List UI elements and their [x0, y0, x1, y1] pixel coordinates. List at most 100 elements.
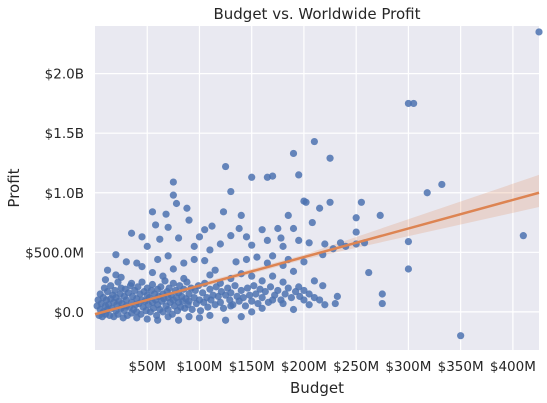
scatter-point: [148, 280, 157, 289]
scatter-point: [185, 290, 193, 298]
scatter-point: [281, 290, 289, 298]
scatter-point: [231, 282, 239, 290]
scatter-point: [269, 272, 277, 280]
scatter-point: [157, 283, 165, 291]
scatter-point: [310, 277, 318, 285]
scatter-point: [258, 293, 266, 302]
scatter-point: [261, 288, 269, 296]
y-axis-title: Profit: [5, 168, 23, 207]
scatter-point: [164, 305, 172, 314]
scatter-point: [216, 298, 224, 306]
scatter-point: [127, 229, 136, 237]
scatter-point: [357, 198, 365, 206]
scatter-point: [519, 232, 527, 240]
scatter-point: [103, 266, 112, 274]
scatter-point: [237, 286, 245, 295]
scatter-point: [221, 162, 230, 171]
scatter-point: [185, 216, 193, 224]
scatter-point: [180, 259, 188, 267]
scatter-point: [352, 228, 360, 236]
x-tick-label: $150M: [229, 359, 275, 375]
scatter-point: [316, 296, 324, 304]
y-tick-labels: $0.0 $500.0M $1.0B $1.5B $2.0B: [25, 67, 84, 321]
scatter-point: [263, 259, 271, 267]
scatter-point: [164, 313, 172, 321]
scatter-point: [404, 99, 413, 108]
scatter-point: [284, 284, 292, 292]
scatter-point: [169, 191, 177, 199]
scatter-point: [206, 246, 214, 254]
scatter-point: [300, 197, 308, 205]
scatter-point: [227, 232, 235, 240]
scatter-point: [201, 257, 209, 265]
scatter-point: [248, 173, 256, 181]
scatter-point: [326, 198, 334, 206]
scatter-point: [237, 313, 245, 321]
scatter-point: [321, 240, 329, 248]
scatter-point: [410, 99, 418, 108]
y-tick-label: $1.0B: [45, 186, 84, 202]
scatter-point: [154, 316, 162, 324]
scatter-point: [300, 296, 308, 304]
scatter-point: [274, 224, 282, 233]
scatter-point: [277, 234, 285, 242]
scatter-point: [263, 236, 271, 245]
scatter-point: [227, 302, 235, 310]
scatter-point: [310, 137, 318, 146]
scatter-point: [190, 242, 198, 250]
scatter-point: [112, 251, 120, 259]
scatter-point: [378, 299, 386, 308]
scatter-point: [243, 284, 252, 292]
scatter-point: [269, 296, 277, 304]
scatter-point: [103, 288, 112, 296]
scatter-point: [308, 218, 316, 227]
scatter-point: [156, 235, 164, 243]
scatter-point: [289, 149, 298, 158]
scatter-point: [164, 252, 172, 260]
scatter-point: [252, 290, 260, 298]
x-tick-label: $300M: [385, 359, 431, 375]
scatter-point: [248, 297, 256, 305]
scatter-point: [219, 304, 228, 312]
scatter-point: [211, 266, 219, 274]
scatter-point: [378, 290, 386, 298]
scatter-point: [185, 313, 193, 321]
scatter-point: [242, 233, 251, 241]
scatter-point: [336, 239, 345, 247]
scatter-point: [241, 302, 250, 310]
scatter-point: [232, 258, 240, 266]
scatter-point: [305, 290, 313, 298]
scatter-point: [122, 258, 130, 266]
scatter-point: [133, 314, 141, 322]
scatter-point: [535, 28, 543, 36]
scatter-point: [107, 282, 115, 290]
scatter-point: [376, 211, 384, 219]
scatter-point: [235, 224, 243, 233]
scatter-point: [423, 189, 431, 197]
scatter-point: [138, 278, 146, 286]
scatter-point: [269, 172, 277, 180]
scatter-point: [221, 316, 230, 324]
scatter-point: [180, 274, 188, 283]
scatter-point: [165, 284, 173, 292]
scatter-point: [159, 272, 167, 280]
scatter-point: [258, 304, 266, 312]
scatter-point: [321, 301, 329, 309]
scatter-point: [208, 222, 216, 230]
scatter-point: [195, 233, 204, 241]
scatter-point: [134, 283, 142, 291]
scatter-point: [295, 283, 303, 291]
x-tick-label: $50M: [129, 359, 166, 375]
scatter-point: [352, 214, 360, 222]
scatter-point: [295, 236, 303, 245]
scatter-point: [254, 299, 262, 308]
scatter-point: [127, 279, 136, 287]
x-tick-label: $100M: [176, 359, 222, 375]
scatter-point: [138, 233, 146, 241]
scatter-point: [117, 273, 125, 281]
scatter-point: [174, 234, 183, 242]
scatter-point: [316, 204, 324, 212]
x-tick-labels: $50M $100M $150M $200M $250M $300M $350M $400M: [129, 359, 536, 375]
x-tick-label: $400M: [490, 359, 536, 375]
scatter-point: [169, 279, 177, 287]
